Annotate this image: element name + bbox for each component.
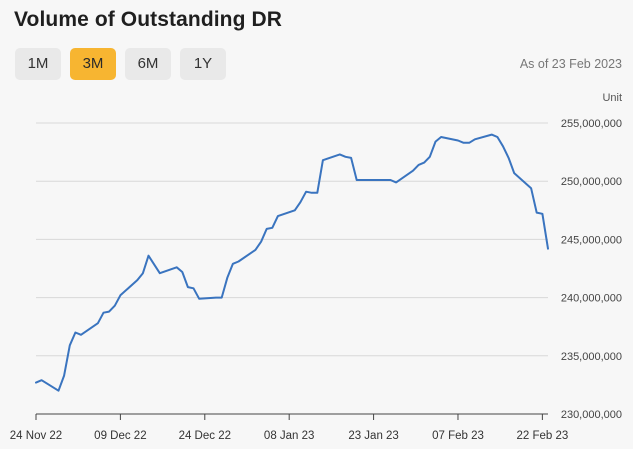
page-title: Volume of Outstanding DR bbox=[14, 8, 282, 31]
tab-1y[interactable]: 1Y bbox=[180, 48, 226, 80]
y-tick-label: 230,000,000 bbox=[561, 409, 622, 421]
series-group bbox=[35, 133, 549, 392]
y-tick-label: 240,000,000 bbox=[561, 293, 622, 305]
x-tick-label: 24 Nov 22 bbox=[10, 430, 62, 442]
y-tick-label: 255,000,000 bbox=[561, 118, 622, 130]
series-line bbox=[35, 133, 549, 392]
x-tick-label: 07 Feb 23 bbox=[432, 430, 484, 442]
x-tick-label: 24 Dec 22 bbox=[179, 430, 231, 442]
y-axis-ticks: 230,000,000 235,000,000 240,000,000 245,000… bbox=[561, 118, 622, 421]
x-tick-label: 22 Feb 23 bbox=[516, 430, 568, 442]
y-tick-label: 250,000,000 bbox=[561, 176, 622, 188]
tab-3m[interactable]: 3M bbox=[70, 48, 116, 80]
x-axis: 24 Nov 22 09 Dec 22 24 Dec 22 08 Jan 23 23 J… bbox=[10, 413, 568, 442]
tab-6m[interactable]: 6M bbox=[125, 48, 171, 80]
x-tick-label: 23 Jan 23 bbox=[348, 430, 399, 442]
y-tick-label: 235,000,000 bbox=[561, 351, 622, 363]
y-tick-label: 245,000,000 bbox=[561, 234, 622, 246]
range-tab-group: 1M 3M 6M 1Y bbox=[15, 48, 226, 80]
unit-label: Unit bbox=[602, 92, 622, 104]
x-tick-label: 09 Dec 22 bbox=[94, 430, 146, 442]
tab-1m[interactable]: 1M bbox=[15, 48, 61, 80]
as-of-date: As of 23 Feb 2023 bbox=[519, 57, 622, 71]
x-tick-label: 08 Jan 23 bbox=[264, 430, 315, 442]
grid-lines bbox=[36, 122, 548, 357]
